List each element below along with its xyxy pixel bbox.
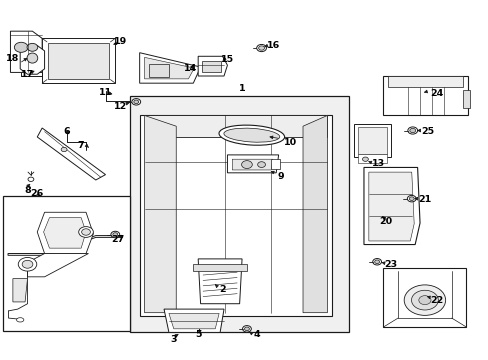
Text: 14: 14 [184,64,197,73]
Ellipse shape [257,162,265,167]
Text: 8: 8 [24,186,31,195]
Ellipse shape [409,129,415,133]
Polygon shape [144,116,327,137]
Polygon shape [271,159,279,168]
Text: 20: 20 [379,217,392,226]
Ellipse shape [81,229,90,235]
Ellipse shape [27,53,38,63]
Text: 25: 25 [420,127,433,136]
Text: 12: 12 [113,102,126,111]
Polygon shape [13,279,27,302]
Bar [3,196,130,330]
Text: 9: 9 [277,172,284,181]
Polygon shape [42,39,115,83]
Ellipse shape [79,226,93,237]
Ellipse shape [18,257,37,271]
Text: 21: 21 [417,195,430,204]
Ellipse shape [362,157,367,161]
Ellipse shape [14,42,28,52]
Polygon shape [140,116,331,316]
Ellipse shape [196,321,203,326]
Ellipse shape [404,285,445,315]
Ellipse shape [256,44,266,51]
Polygon shape [37,212,93,253]
Polygon shape [363,167,419,244]
Ellipse shape [17,318,24,322]
Polygon shape [27,253,88,277]
Text: 23: 23 [384,260,397,269]
Ellipse shape [408,197,413,201]
Text: 15: 15 [221,55,234,64]
Polygon shape [383,76,467,116]
Ellipse shape [258,46,264,50]
Ellipse shape [111,231,120,238]
Ellipse shape [374,260,379,264]
Polygon shape [144,116,176,313]
Ellipse shape [411,290,437,310]
Text: 24: 24 [429,89,443,98]
Polygon shape [10,31,42,72]
Polygon shape [232,159,272,170]
Polygon shape [368,172,413,241]
Polygon shape [168,314,219,329]
Text: 5: 5 [195,330,201,339]
Polygon shape [357,154,386,163]
Bar [201,61,221,72]
Ellipse shape [134,100,139,104]
Ellipse shape [372,258,381,265]
Ellipse shape [407,127,417,134]
Polygon shape [193,264,246,271]
Text: 17: 17 [21,70,34,79]
Polygon shape [20,45,44,74]
Text: 18: 18 [6,54,20,63]
Polygon shape [140,53,200,83]
Polygon shape [144,57,194,79]
Text: 1: 1 [238,84,245,93]
Ellipse shape [224,128,279,142]
Polygon shape [37,128,105,180]
Ellipse shape [407,195,415,202]
Text: 19: 19 [113,37,126,46]
Text: 26: 26 [31,189,44,198]
Ellipse shape [28,177,34,181]
Polygon shape [227,155,278,173]
Text: 13: 13 [371,159,385,168]
Ellipse shape [61,147,67,152]
Polygon shape [353,125,390,157]
Polygon shape [198,259,242,304]
Ellipse shape [113,233,118,236]
Ellipse shape [418,296,430,305]
Bar [149,64,168,77]
Text: 3: 3 [170,335,177,344]
Ellipse shape [219,125,284,145]
Bar [130,96,348,332]
Ellipse shape [193,319,205,328]
Text: 4: 4 [253,330,260,339]
Text: 6: 6 [63,127,70,136]
Ellipse shape [27,43,38,51]
Ellipse shape [132,99,141,105]
Polygon shape [163,309,224,332]
Polygon shape [303,116,327,313]
Text: 11: 11 [99,87,112,96]
Polygon shape [383,268,466,327]
Text: 16: 16 [266,41,280,50]
Ellipse shape [22,260,33,268]
Text: 7: 7 [78,141,84,150]
Polygon shape [357,127,386,154]
Ellipse shape [241,161,252,168]
Ellipse shape [242,325,251,332]
Polygon shape [43,218,86,248]
Text: 22: 22 [429,296,443,305]
Text: 10: 10 [284,138,297,147]
Text: 27: 27 [111,235,124,244]
Polygon shape [48,43,109,79]
Ellipse shape [244,327,249,330]
Polygon shape [462,90,469,108]
Polygon shape [8,235,122,255]
Polygon shape [387,76,462,87]
Polygon shape [198,56,227,76]
Text: 2: 2 [219,285,225,294]
